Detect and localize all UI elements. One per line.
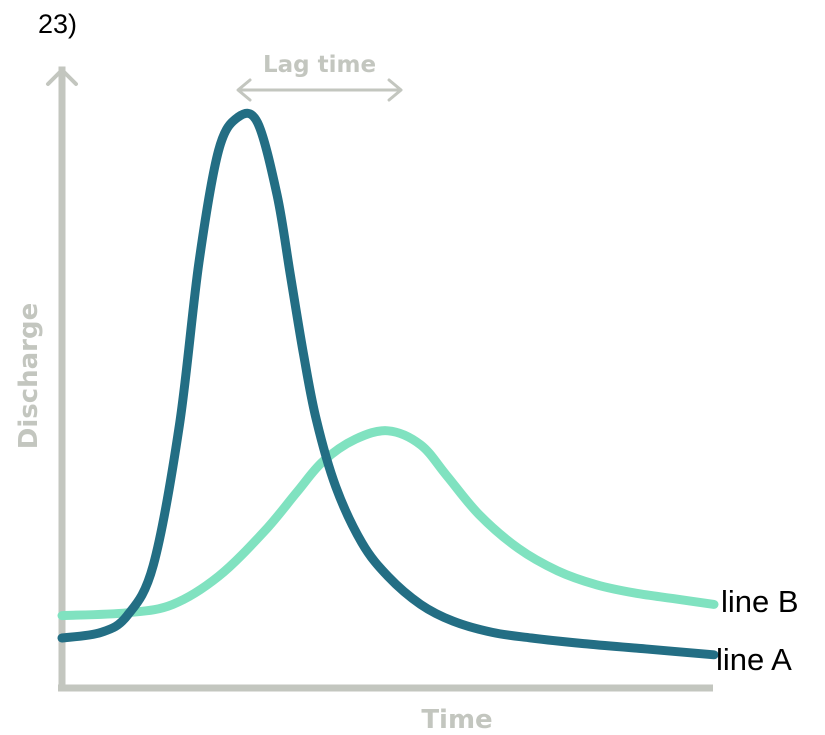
- lag-time-right-arrowhead: [387, 78, 403, 102]
- question-number: 23): [38, 9, 77, 39]
- series-layer: [57, 108, 719, 660]
- y-axis-title: Discharge: [14, 303, 44, 450]
- axes: [46, 66, 713, 692]
- lag-time-annotation: Lag time: [236, 52, 403, 102]
- x-axis-title: Time: [421, 705, 492, 735]
- series-label-line-a: line A: [716, 642, 792, 677]
- y-axis-arrowhead: [46, 68, 78, 86]
- lag-time-left-arrowhead: [236, 78, 252, 102]
- series-label-line-b: line B: [721, 584, 799, 619]
- lag-time-label: Lag time: [263, 52, 376, 78]
- series-line-a: [57, 108, 719, 660]
- series-line-b: [57, 426, 719, 621]
